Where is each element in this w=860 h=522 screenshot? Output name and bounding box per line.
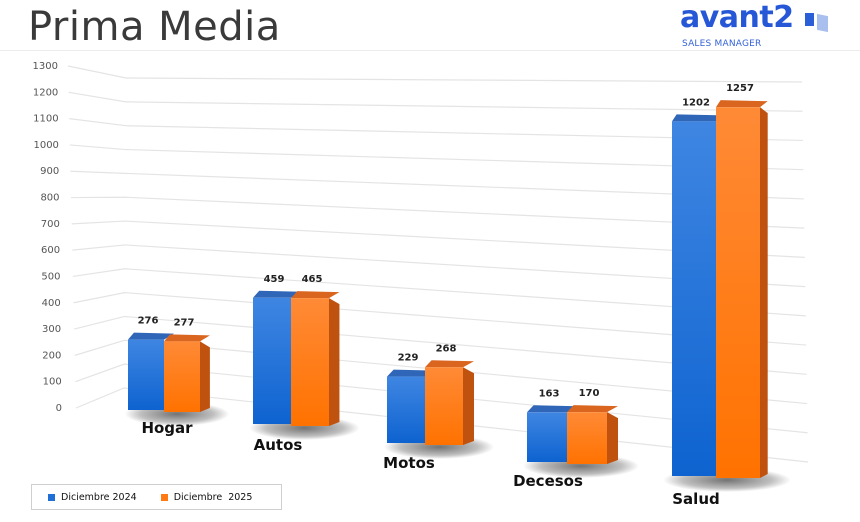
- category-label: Salud: [672, 490, 719, 508]
- legend-label-2025: Diciembre 2025: [173, 491, 253, 503]
- legend-item-2024: Diciembre 2024: [48, 492, 137, 503]
- logo-wordmark: avant2: [680, 0, 794, 35]
- data-value-label: 1257: [726, 83, 754, 94]
- category-label: Decesos: [513, 472, 583, 490]
- data-value-label: 163: [539, 388, 560, 399]
- bar-hogar-2024: 276: [128, 316, 174, 410]
- y-tick-label: 300: [42, 324, 61, 335]
- bar-hogar-2025: 277: [164, 317, 210, 412]
- y-tick-label: 500: [41, 271, 60, 282]
- category-label: Hogar: [141, 419, 193, 437]
- bar-motos-2024: 229: [387, 353, 436, 443]
- y-tick-label: 600: [41, 245, 60, 256]
- y-tick-label: 800: [40, 193, 59, 204]
- chart-gridlines: [67, 65, 809, 463]
- page-title: Prima Media: [28, 4, 281, 50]
- bar-group-motos: 229 268 Motos: [383, 343, 495, 472]
- y-tick-label: 400: [42, 298, 61, 309]
- bar-salud-2024: 1202: [672, 97, 724, 476]
- bar-group-autos: 459 465 Autos: [249, 274, 360, 454]
- logo-tagline: SALES MANAGER: [682, 39, 762, 49]
- data-value-label: 229: [398, 353, 419, 364]
- bar-decesos-2024: 163: [527, 388, 578, 462]
- legend-swatch-2024: [48, 493, 55, 501]
- legend-swatch-2025: [160, 493, 168, 501]
- logo-mark-icon: [805, 13, 814, 26]
- bar-salud-2025: 1257: [716, 83, 768, 478]
- chart-legend: Diciembre 2024 Diciembre 2025: [31, 484, 282, 510]
- y-tick-label: 700: [41, 219, 60, 230]
- category-label: Autos: [254, 436, 303, 454]
- data-value-label: 459: [264, 274, 285, 285]
- data-value-label: 276: [138, 316, 159, 327]
- data-value-label: 465: [302, 274, 323, 285]
- data-value-label: 268: [436, 343, 457, 354]
- bar-decesos-2025: 170: [567, 388, 618, 464]
- category-label: Motos: [383, 454, 435, 472]
- bar-autos-2024: 459: [253, 274, 302, 424]
- bar-autos-2025: 465: [291, 274, 340, 426]
- legend-label-2024: Diciembre 2024: [61, 491, 137, 503]
- bar-motos-2025: 268: [425, 343, 474, 445]
- legend-item-2025: Diciembre 2025: [160, 491, 253, 503]
- bar-group-decesos: 163 170 Decesos: [513, 388, 639, 490]
- y-tick-label: 100: [43, 377, 62, 388]
- bar-group-hogar: 276 277 Hogar: [124, 316, 230, 437]
- y-tick-label: 0: [56, 403, 62, 414]
- y-tick-label: 1300: [33, 61, 58, 72]
- y-tick-label: 1200: [33, 87, 58, 98]
- y-tick-label: 200: [42, 350, 61, 361]
- data-value-label: 1202: [682, 97, 710, 108]
- y-tick-label: 1000: [33, 140, 58, 151]
- brand-logo: avant2 SALES MANAGER: [680, 0, 850, 50]
- data-value-label: 277: [174, 317, 195, 328]
- title-divider: [0, 50, 860, 51]
- data-value-label: 170: [579, 388, 600, 399]
- y-tick-label: 1100: [33, 114, 58, 125]
- chart-bars: 276 277 Hogar 459 465 Autos 229 268 Motos 163 170 D…: [124, 83, 791, 508]
- y-axis-ticks: 0 100 200 300 400 500 600 700 800 900 1000 1100 1200…: [33, 61, 62, 414]
- y-tick-label: 900: [40, 166, 59, 177]
- bar-group-salud: 1202 1257 Salud: [663, 83, 791, 508]
